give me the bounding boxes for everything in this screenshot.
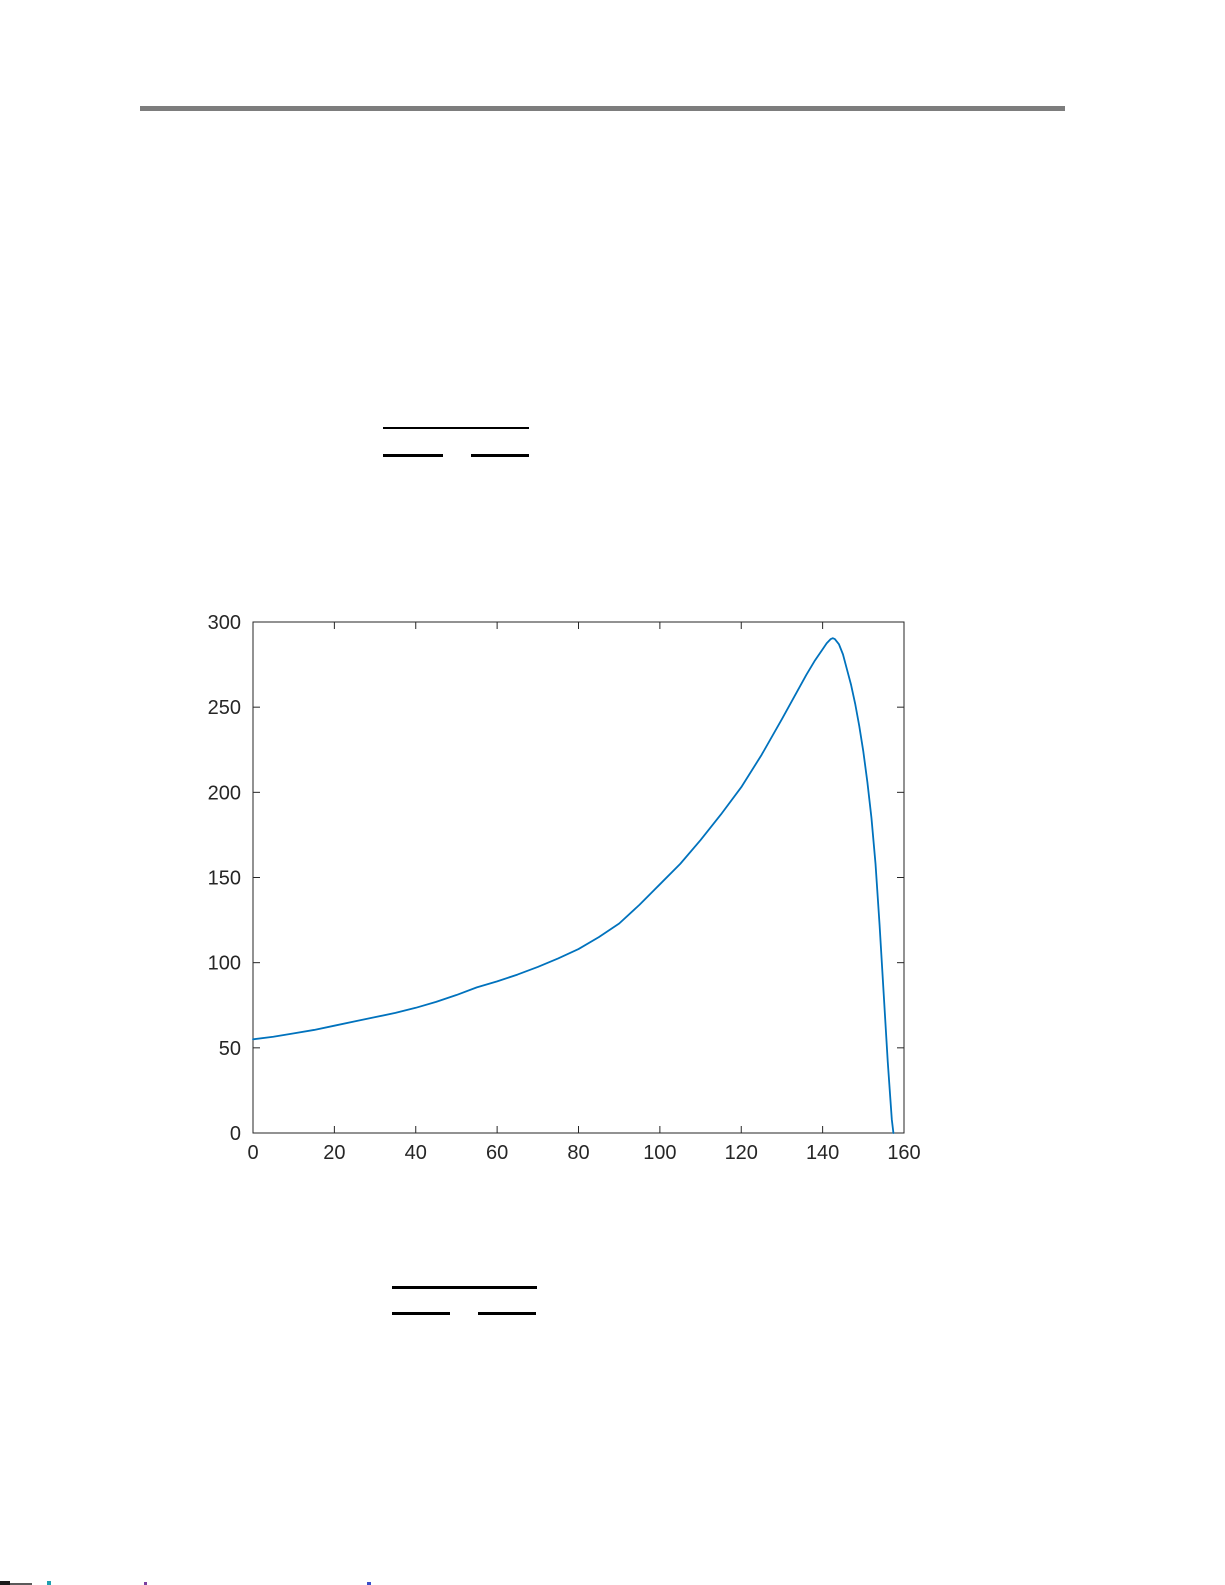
horizontal-divider-rule bbox=[140, 106, 1065, 111]
fraction-bar bbox=[383, 454, 443, 457]
x-axis-tick-label: 40 bbox=[405, 1142, 427, 1164]
y-axis-tick-label: 300 bbox=[208, 612, 241, 634]
y-axis-tick-label: 200 bbox=[208, 782, 241, 804]
fraction-bar bbox=[383, 427, 529, 429]
y-axis-tick-label: 150 bbox=[208, 868, 241, 890]
fraction-bar bbox=[392, 1286, 537, 1289]
data-line bbox=[252, 637, 895, 1134]
x-axis-tick-label: 120 bbox=[725, 1142, 758, 1164]
x-axis-tick-label: 60 bbox=[486, 1142, 508, 1164]
x-axis-tick-label: 80 bbox=[567, 1142, 589, 1164]
fraction-bar bbox=[478, 1312, 536, 1315]
text-remnant bbox=[0, 1581, 10, 1585]
x-axis-tick-label: 100 bbox=[643, 1142, 676, 1164]
y-axis-tick-label: 100 bbox=[208, 953, 241, 975]
fraction-bar bbox=[471, 454, 529, 457]
x-axis-tick-label: 0 bbox=[247, 1142, 258, 1164]
x-axis-tick-label: 140 bbox=[806, 1142, 839, 1164]
text-remnant bbox=[47, 1581, 51, 1585]
text-remnant bbox=[367, 1582, 371, 1585]
y-axis-tick-label: 50 bbox=[219, 1038, 241, 1060]
y-axis-tick-label: 250 bbox=[208, 697, 241, 719]
fraction-bar bbox=[392, 1312, 450, 1315]
text-remnant bbox=[10, 1583, 32, 1585]
x-axis-tick-label: 160 bbox=[887, 1142, 920, 1164]
axes-box bbox=[252, 621, 905, 1134]
text-remnant bbox=[144, 1582, 147, 1585]
y-axis-tick-label: 0 bbox=[230, 1123, 241, 1145]
x-axis-tick-label: 20 bbox=[323, 1142, 345, 1164]
